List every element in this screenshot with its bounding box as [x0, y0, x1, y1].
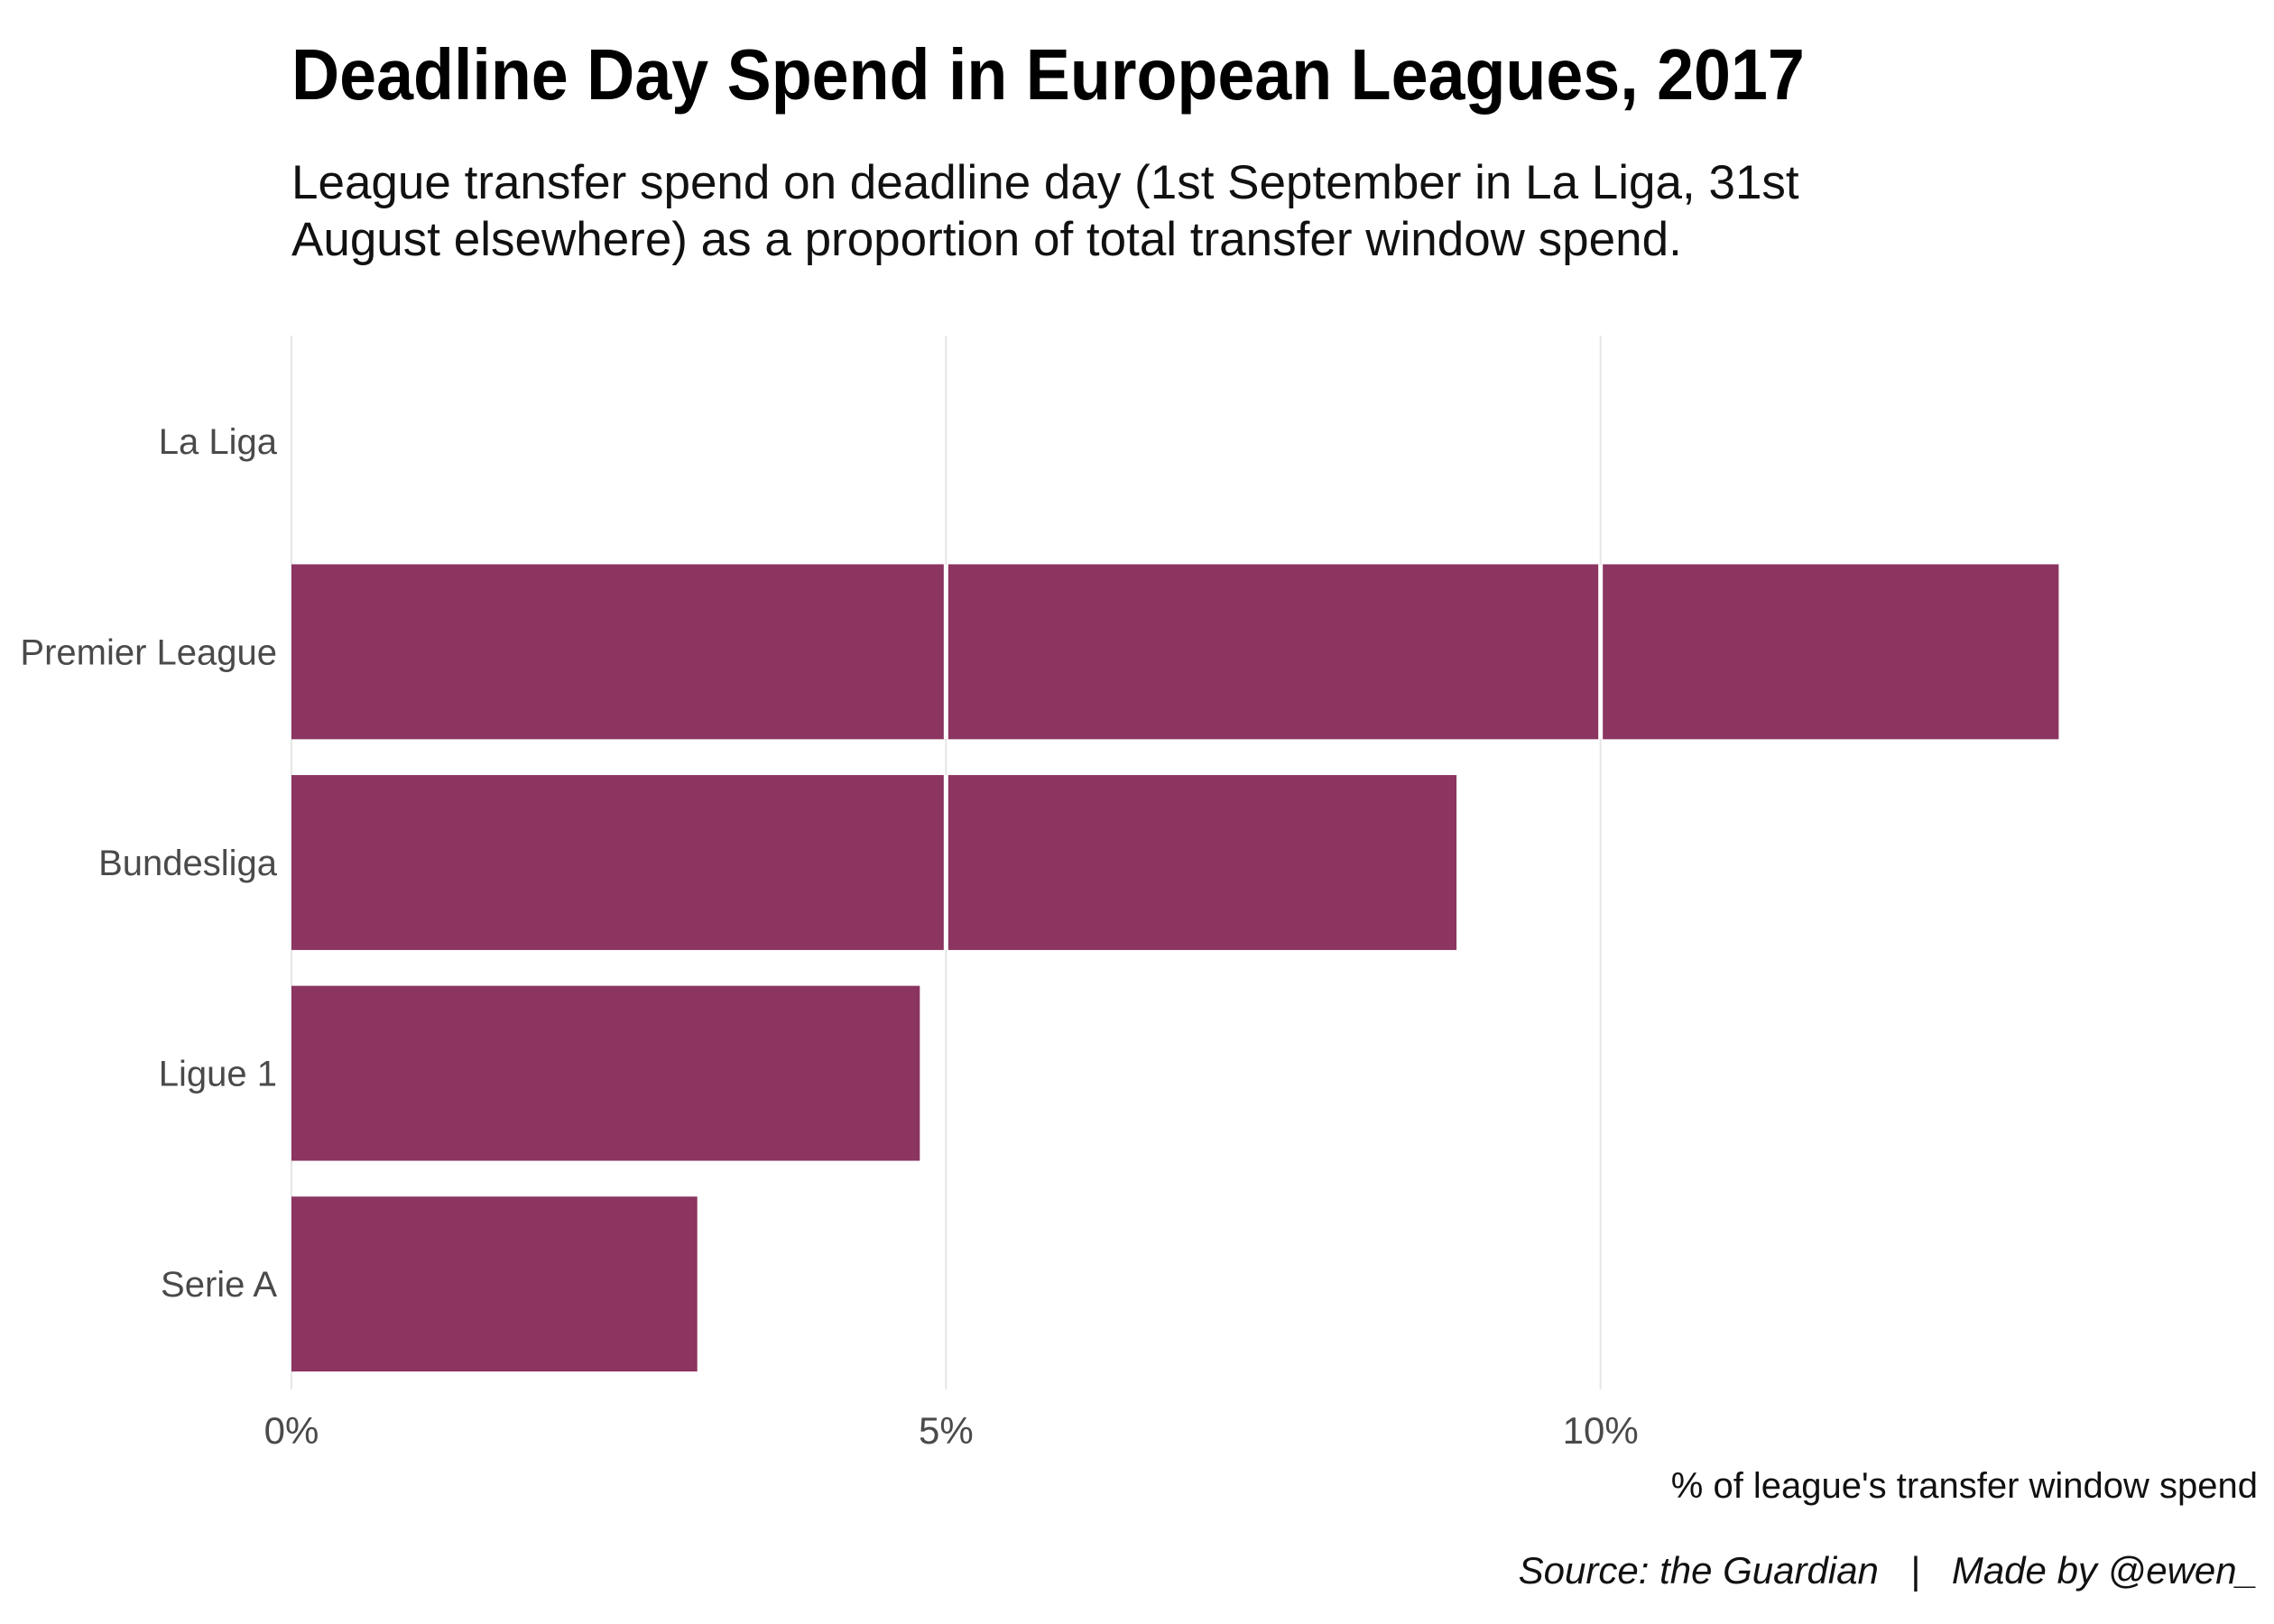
plot-area: La Liga Premier League Bundesliga Ligue 1 Se…	[20, 336, 2059, 1452]
category-labels: La Liga Premier League Bundesliga Ligue 1 Se…	[20, 422, 277, 1305]
category-label-la-liga: La Liga	[159, 422, 278, 462]
chart-subtitle-line-2: August elsewhere) as a proportion of tot…	[291, 213, 1682, 266]
bar-premier-league	[291, 564, 2059, 740]
x-tick-labels: 0% 5% 10%	[264, 1409, 1639, 1452]
category-label-serie-a: Serie A	[161, 1265, 277, 1305]
x-tick-label: 0%	[264, 1409, 319, 1452]
x-axis-title: % of league's transfer window spend	[1671, 1466, 2258, 1506]
chart-subtitle-line-1: League transfer spend on deadline day (1…	[291, 156, 1799, 209]
bar-serie-a	[291, 1196, 698, 1372]
x-tick-label: 5%	[919, 1409, 974, 1452]
x-tick-label: 10%	[1563, 1409, 1639, 1452]
category-label-premier-league: Premier League	[20, 632, 277, 672]
bars	[291, 564, 2059, 1372]
category-label-bundesliga: Bundesliga	[98, 844, 278, 883]
chart-caption: Source: the Guardian | Made by @ewen_	[1519, 1549, 2258, 1592]
chart-title: Deadline Day Spend in European Leagues, …	[291, 34, 1805, 115]
bar-bundesliga	[291, 775, 1457, 950]
category-label-ligue-1: Ligue 1	[159, 1055, 277, 1094]
bar-ligue-1	[291, 985, 920, 1161]
